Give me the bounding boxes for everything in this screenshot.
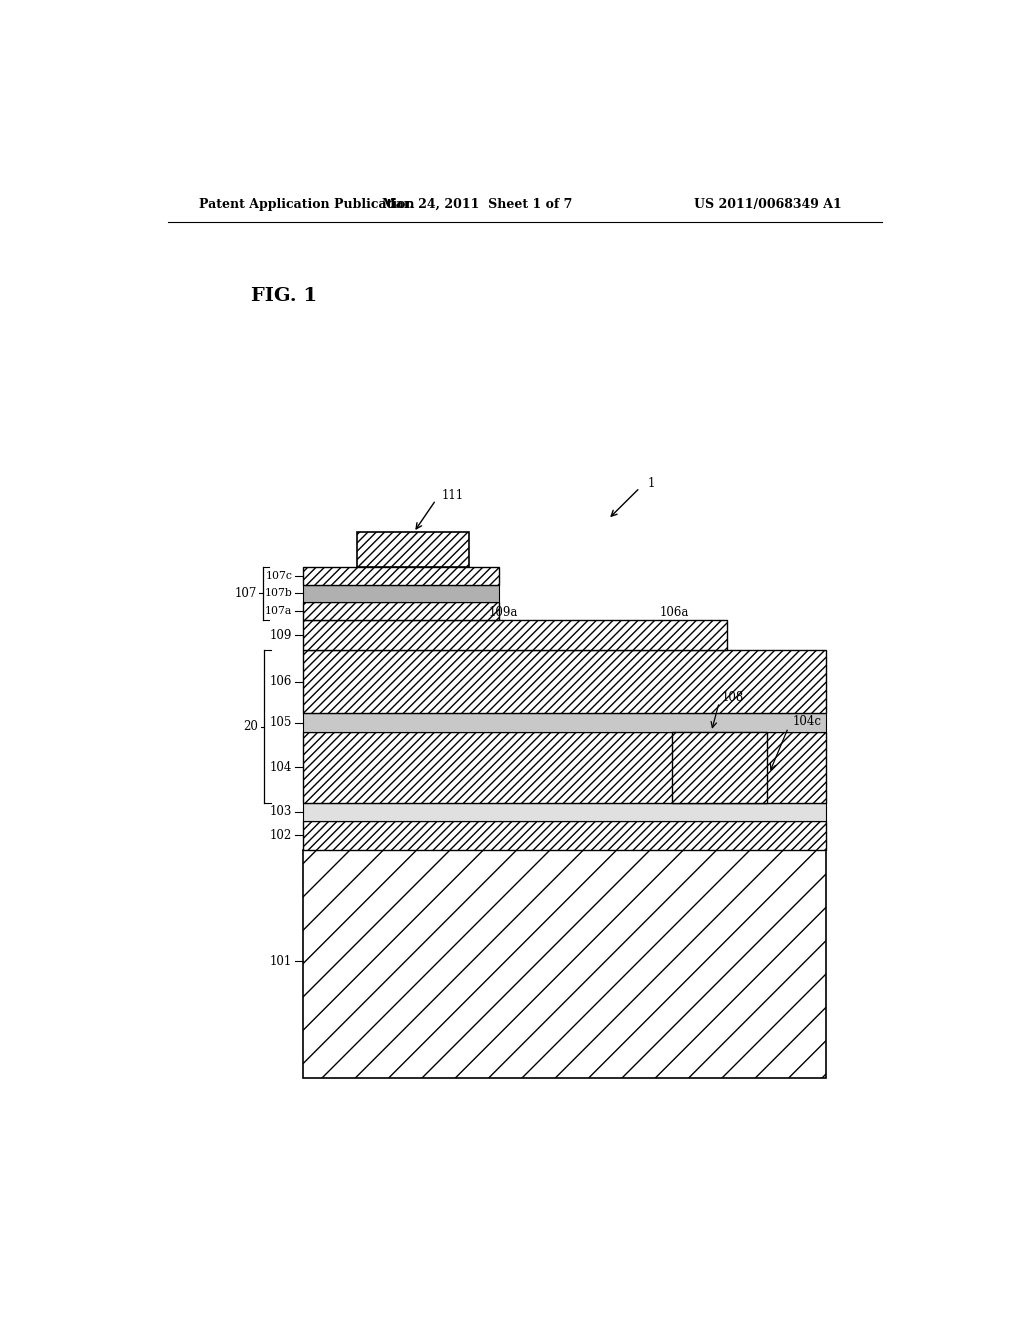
Text: US 2011/0068349 A1: US 2011/0068349 A1 xyxy=(694,198,842,211)
Text: 104: 104 xyxy=(270,760,292,774)
Text: 105: 105 xyxy=(270,715,292,729)
Text: FIG. 1: FIG. 1 xyxy=(251,286,317,305)
Bar xyxy=(303,568,500,585)
Bar xyxy=(303,620,727,651)
Text: 107: 107 xyxy=(234,587,257,599)
Bar xyxy=(303,850,826,1078)
Bar xyxy=(303,602,500,620)
Text: 102: 102 xyxy=(270,829,292,842)
Text: 108: 108 xyxy=(722,690,743,704)
Bar xyxy=(356,532,469,568)
Text: 101: 101 xyxy=(270,954,292,968)
Text: 109: 109 xyxy=(270,628,292,642)
Text: 107c: 107c xyxy=(265,572,292,581)
Bar xyxy=(303,821,826,850)
Bar xyxy=(303,803,826,821)
Text: 103: 103 xyxy=(270,805,292,818)
Bar xyxy=(303,585,500,602)
Text: 106: 106 xyxy=(270,676,292,688)
Text: 107a: 107a xyxy=(265,606,292,615)
Bar xyxy=(303,651,826,713)
Bar xyxy=(303,713,826,731)
Text: 1: 1 xyxy=(648,477,655,490)
Text: 20: 20 xyxy=(244,721,258,733)
Text: 107b: 107b xyxy=(264,589,292,598)
Bar xyxy=(672,731,767,803)
Text: 106a: 106a xyxy=(659,606,689,619)
Text: Patent Application Publication: Patent Application Publication xyxy=(200,198,415,211)
Text: 104c: 104c xyxy=(793,715,822,729)
Text: Mar. 24, 2011  Sheet 1 of 7: Mar. 24, 2011 Sheet 1 of 7 xyxy=(382,198,572,211)
Text: 111: 111 xyxy=(441,490,464,503)
Bar xyxy=(303,731,826,803)
Text: 109a: 109a xyxy=(489,606,518,619)
